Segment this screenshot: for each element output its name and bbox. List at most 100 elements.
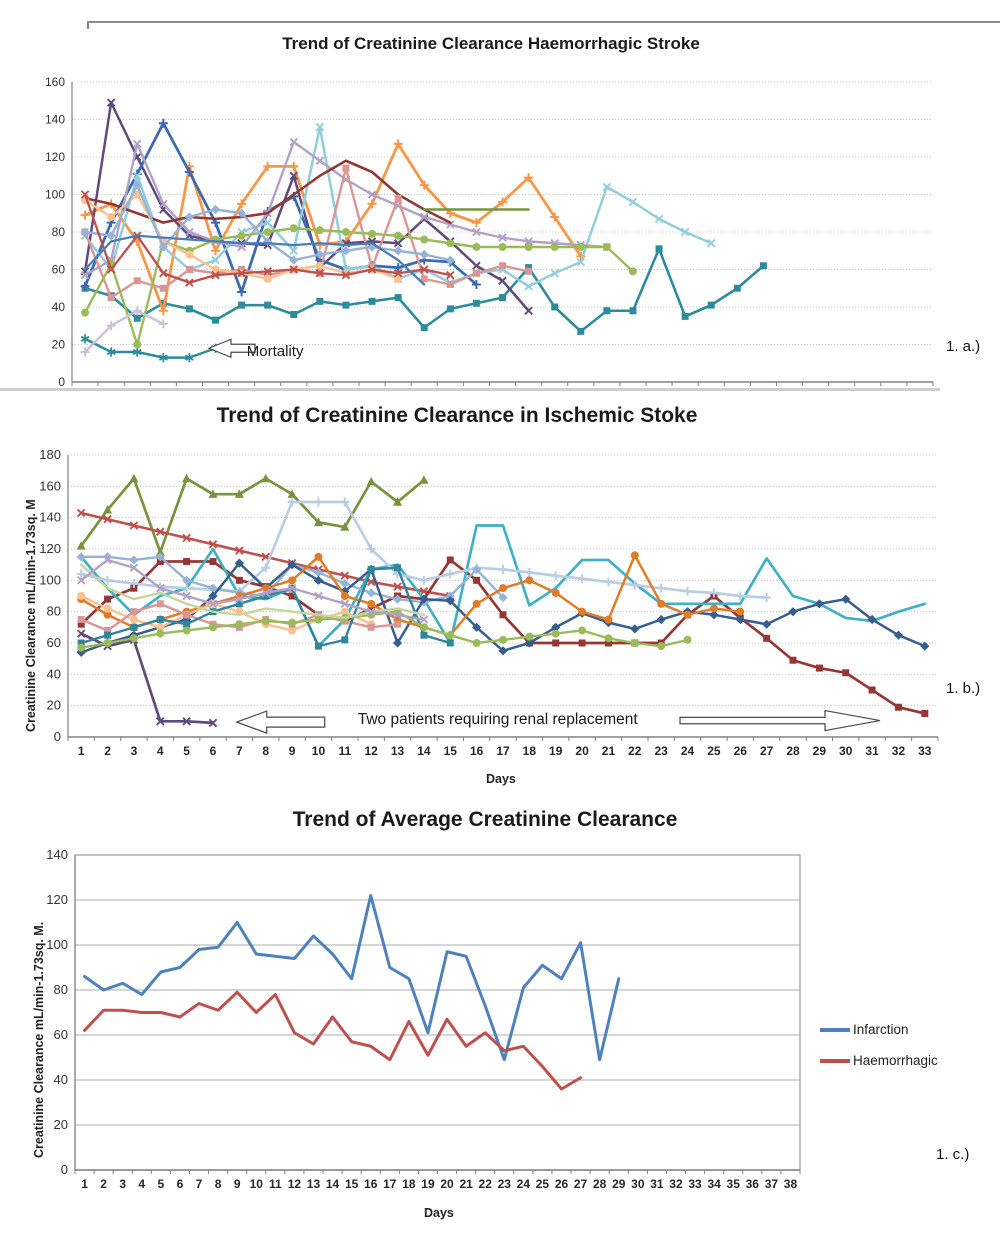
svg-text:4: 4: [157, 744, 164, 758]
series-royal-flat: [83, 234, 426, 286]
svg-text:8: 8: [262, 744, 269, 758]
x-tick-labels: 1 2 3 4 5 6 7 8 9 10 11 12 13 14 15 16 17 18 19 20 21 22 23 24 2…: [78, 744, 932, 758]
svg-text:26: 26: [555, 1177, 569, 1191]
svg-text:Two patients requiring renal r: Two patients requiring renal replacement: [358, 711, 639, 728]
svg-text:60: 60: [54, 1027, 68, 1042]
gridlines: [72, 81, 933, 345]
svg-text:30: 30: [631, 1177, 645, 1191]
svg-text:60: 60: [52, 263, 66, 277]
svg-text:32: 32: [892, 744, 906, 758]
series-olive-triangles: [76, 473, 429, 556]
svg-text:10: 10: [250, 1177, 264, 1191]
svg-text:160: 160: [45, 75, 65, 89]
svg-text:23: 23: [498, 1177, 512, 1191]
axes: [71, 82, 934, 386]
svg-text:7: 7: [236, 744, 243, 758]
svg-text:16: 16: [470, 744, 484, 758]
svg-text:40: 40: [47, 666, 61, 681]
chart-c-legend: Infarction Haemorrhagic: [820, 1022, 938, 1084]
svg-text:20: 20: [575, 744, 589, 758]
svg-text:35: 35: [727, 1177, 741, 1191]
annotation: [679, 709, 881, 732]
top-border-tick: [87, 21, 89, 29]
series-lavender-plus: [80, 306, 168, 357]
y-tick-labels: 0 20 40 60 80 100 120 140: [46, 847, 68, 1177]
svg-text:80: 80: [52, 225, 66, 239]
chart-c-x-axis-title: Days: [424, 1206, 454, 1220]
svg-text:11: 11: [338, 744, 351, 758]
svg-text:13: 13: [307, 1177, 321, 1191]
svg-text:3: 3: [131, 744, 138, 758]
svg-text:32: 32: [669, 1177, 683, 1191]
svg-text:4: 4: [138, 1177, 145, 1191]
svg-text:37: 37: [765, 1177, 779, 1191]
svg-text:18: 18: [402, 1177, 416, 1191]
svg-text:120: 120: [39, 541, 61, 556]
svg-text:180: 180: [39, 447, 61, 462]
svg-text:22: 22: [628, 744, 642, 758]
section-divider: [0, 388, 940, 391]
svg-text:12: 12: [288, 1177, 302, 1191]
svg-text:30: 30: [839, 744, 853, 758]
svg-text:80: 80: [47, 604, 61, 619]
svg-text:20: 20: [440, 1177, 454, 1191]
chart-c-title: Trend of Average Creatinine Clearance: [292, 808, 678, 831]
svg-text:3: 3: [119, 1177, 126, 1191]
haemorrhagic-line-swatch: [820, 1058, 850, 1063]
svg-text:7: 7: [196, 1177, 203, 1191]
svg-text:140: 140: [45, 113, 65, 127]
svg-text:27: 27: [574, 1177, 588, 1191]
svg-text:21: 21: [459, 1177, 473, 1191]
chart-b-x-axis-title: Days: [486, 772, 516, 786]
svg-text:14: 14: [326, 1177, 340, 1191]
svg-text:16: 16: [364, 1177, 378, 1191]
svg-text:22: 22: [479, 1177, 493, 1191]
svg-text:160: 160: [39, 478, 61, 493]
chart-b-title: Trend of Creatinine Clearance in Ischemi…: [216, 404, 698, 427]
svg-text:Mortality: Mortality: [247, 343, 304, 360]
series-crimson-x: [80, 190, 455, 287]
annotation: Mortality: [207, 338, 304, 360]
series-maroon-line: [83, 159, 452, 224]
svg-text:80: 80: [54, 982, 68, 997]
svg-text:5: 5: [183, 744, 190, 758]
legend-item-infarction: Infarction: [820, 1022, 938, 1037]
svg-text:6: 6: [177, 1177, 184, 1191]
svg-text:1: 1: [78, 744, 85, 758]
svg-text:31: 31: [865, 744, 879, 758]
svg-text:24: 24: [681, 744, 695, 758]
svg-text:15: 15: [444, 744, 458, 758]
gridlines: [68, 454, 938, 707]
figure-label-1b: 1. b.): [946, 680, 981, 697]
svg-text:6: 6: [210, 744, 217, 758]
series-pale-steel-plus: [76, 497, 772, 603]
series-teal-squares: [81, 245, 767, 335]
svg-text:14: 14: [417, 744, 431, 758]
svg-text:31: 31: [650, 1177, 664, 1191]
y-tick-labels: 0 20 40 60 80 100 120 140 160: [45, 75, 65, 389]
svg-text:20: 20: [52, 338, 66, 352]
svg-text:21: 21: [602, 744, 616, 758]
series-Haemorrhagic: [83, 990, 583, 1091]
svg-text:28: 28: [786, 744, 800, 758]
series-mortality: [80, 334, 220, 363]
svg-text:120: 120: [46, 892, 68, 907]
axes: [74, 854, 801, 1174]
svg-text:100: 100: [45, 188, 65, 202]
svg-text:20: 20: [54, 1117, 68, 1132]
infarction-line-swatch: [820, 1027, 850, 1032]
svg-text:0: 0: [54, 729, 61, 744]
svg-text:100: 100: [46, 937, 68, 952]
svg-text:40: 40: [54, 1072, 68, 1087]
svg-text:38: 38: [784, 1177, 798, 1191]
svg-text:5: 5: [158, 1177, 165, 1191]
svg-text:13: 13: [391, 744, 405, 758]
series-lavender-x: [76, 555, 429, 624]
legend-label-haemorrhagic: Haemorrhagic: [853, 1053, 938, 1068]
svg-text:100: 100: [39, 572, 61, 587]
svg-text:17: 17: [496, 744, 510, 758]
svg-text:33: 33: [688, 1177, 702, 1191]
